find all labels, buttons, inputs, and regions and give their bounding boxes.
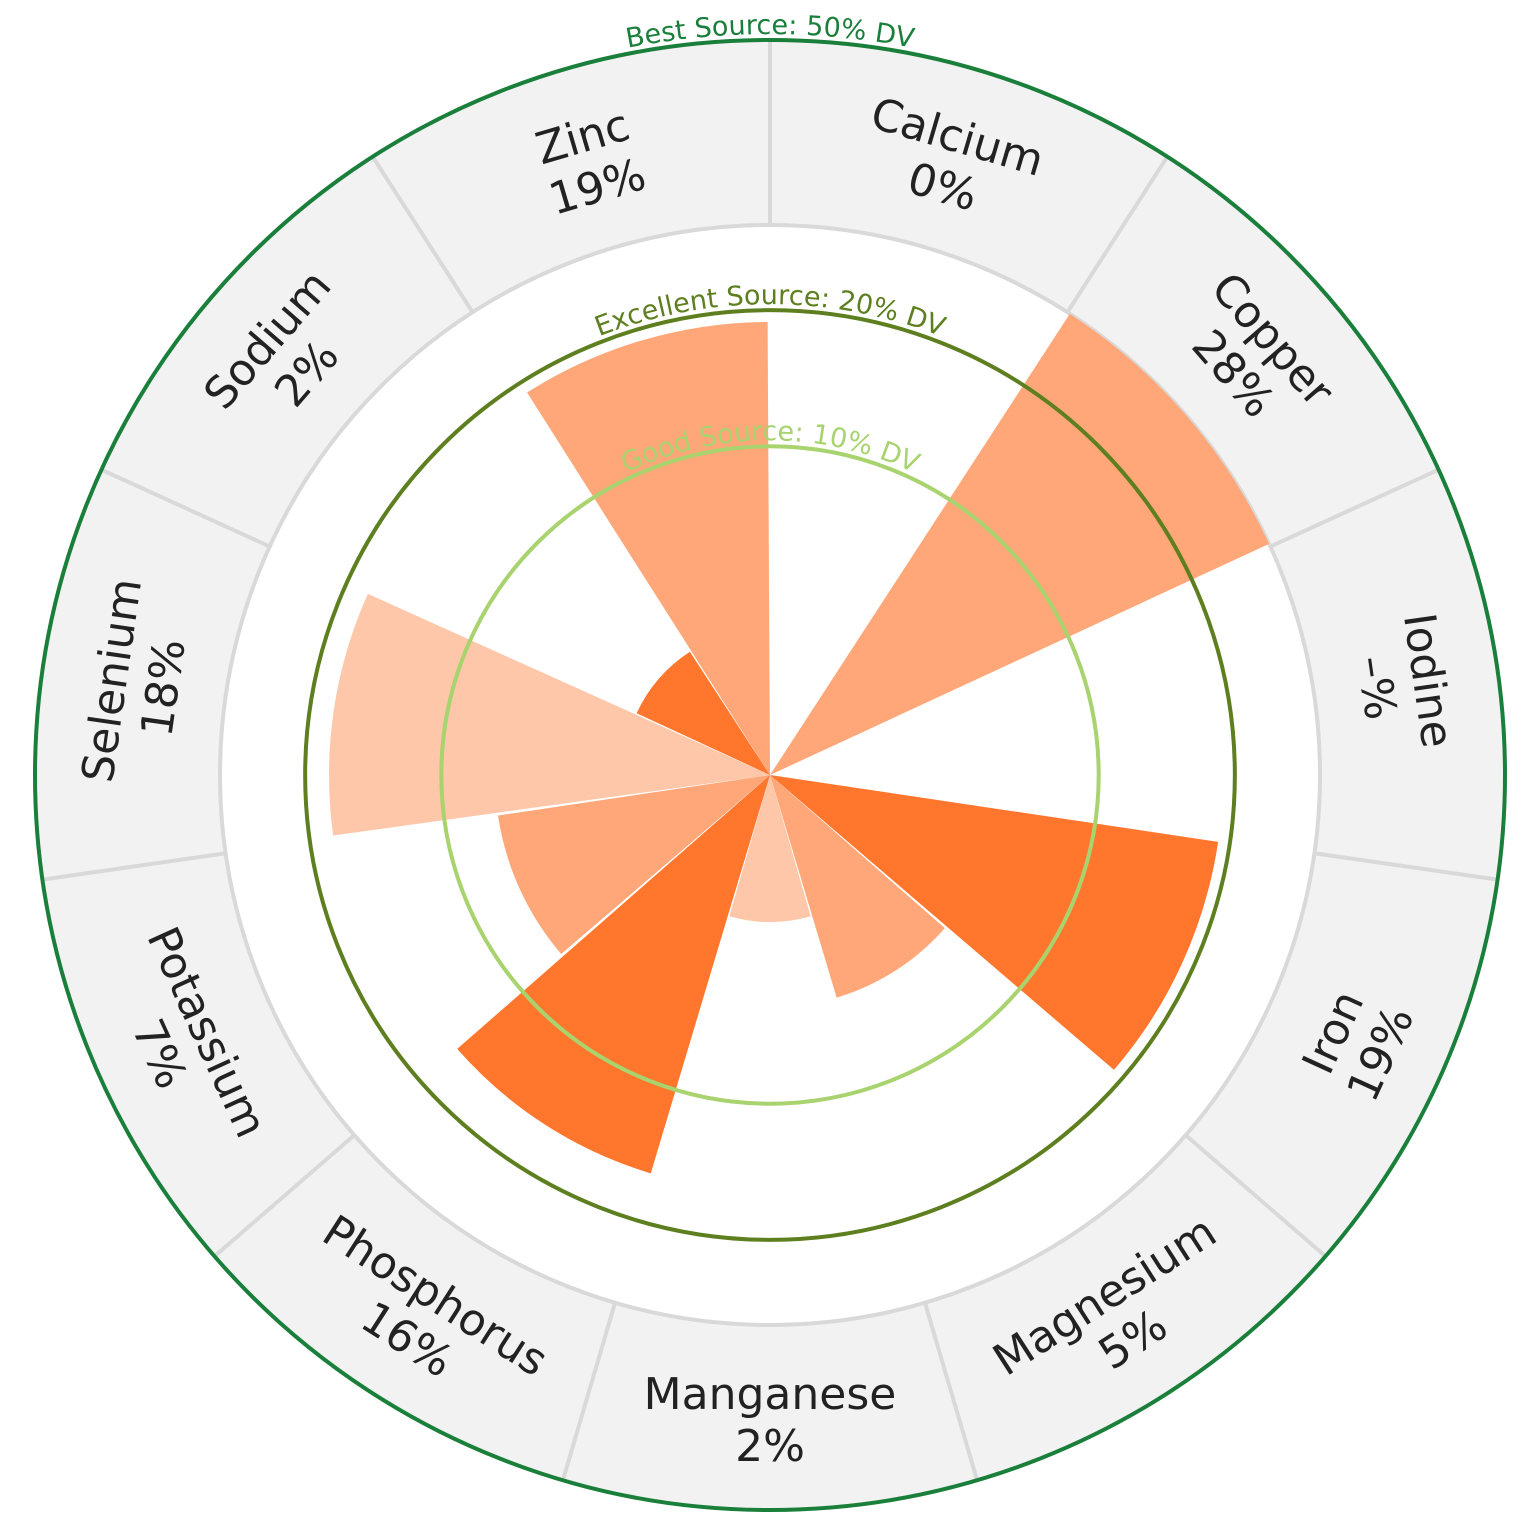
bar-manganese bbox=[729, 775, 811, 923]
reference-ring-best-source-50-dv bbox=[33, 38, 1507, 1512]
bar-potassium bbox=[498, 775, 770, 954]
category-name: Manganese bbox=[644, 1369, 897, 1420]
bar-selenium bbox=[329, 593, 770, 836]
bar-magnesium bbox=[770, 775, 945, 998]
segment-divider bbox=[1269, 467, 1440, 549]
category-value-label: –% bbox=[1347, 653, 1407, 723]
segment-divider bbox=[100, 467, 271, 549]
segment-divider bbox=[561, 1302, 617, 1481]
segment-divider bbox=[42, 851, 226, 882]
bar-phosphorus bbox=[457, 775, 770, 1174]
bar-zinc bbox=[527, 321, 770, 775]
bar-sodium bbox=[636, 651, 770, 775]
bar-layer bbox=[329, 313, 1270, 1174]
segment-divider bbox=[213, 1133, 356, 1258]
reference-ring-good-source-10-dv bbox=[439, 444, 1101, 1106]
segment-divider bbox=[923, 1302, 979, 1481]
bar-copper bbox=[770, 313, 1270, 775]
segment-divider bbox=[1065, 155, 1170, 314]
divider-layer bbox=[42, 40, 1498, 1481]
bar-iron bbox=[770, 775, 1219, 1070]
category-value-label: 2% bbox=[735, 1421, 805, 1472]
segment-divider bbox=[1314, 851, 1498, 882]
segment-divider bbox=[370, 155, 475, 314]
reference-ring-excellent-source-20-dv bbox=[303, 308, 1237, 1242]
segment-divider bbox=[1184, 1133, 1327, 1258]
